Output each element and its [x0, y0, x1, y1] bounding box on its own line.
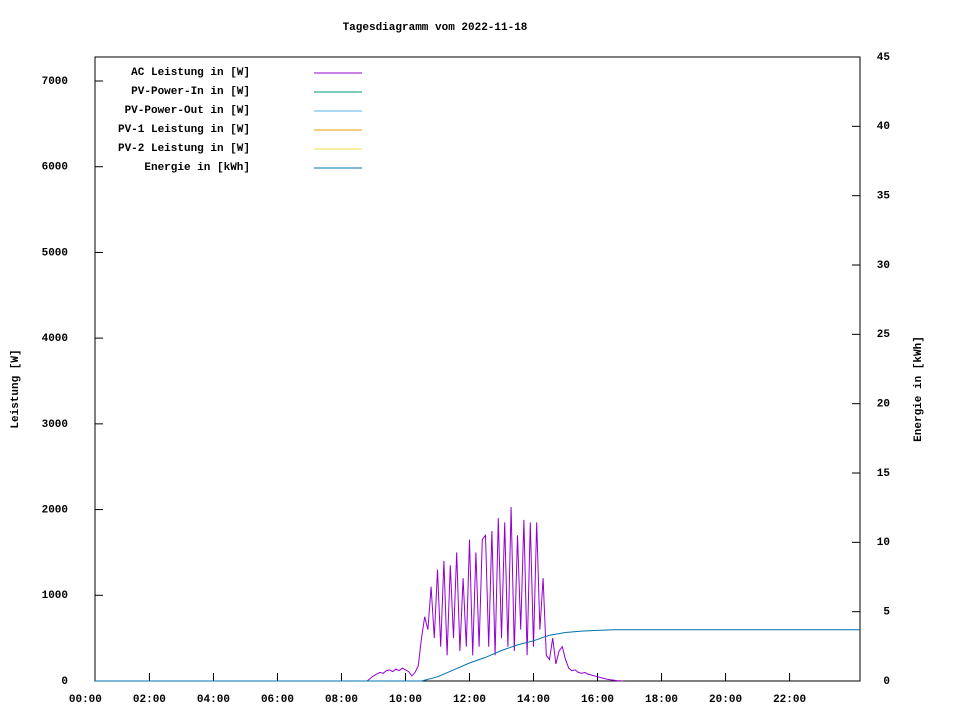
y2-tick-label: 40: [877, 121, 890, 133]
y2-tick-label: 35: [877, 191, 891, 203]
x-tick-label: 22:00: [773, 694, 806, 706]
chart-title: Tagesdiagramm vom 2022-11-18: [343, 22, 528, 34]
y2-tick-label: 45: [877, 52, 891, 64]
y2-tick-label: 5: [883, 607, 890, 619]
y2-axis-label: Energie in [kWh]: [913, 336, 925, 442]
x-tick-label: 12:00: [453, 694, 486, 706]
series-line: [366, 506, 624, 682]
legend-label: AC Leistung in [W]: [131, 67, 250, 79]
y-tick-label: 2000: [42, 504, 68, 516]
y-tick-label: 0: [61, 676, 68, 688]
x-tick-label: 16:00: [581, 694, 614, 706]
y2-tick-label: 25: [877, 329, 891, 341]
y-tick-label: 4000: [42, 333, 68, 345]
x-tick-label: 08:00: [325, 694, 358, 706]
y-axis-label: Leistung [W]: [10, 349, 22, 428]
y-tick-label: 3000: [42, 419, 68, 431]
y2-tick-label: 30: [877, 260, 890, 272]
y-tick-label: 6000: [42, 162, 68, 174]
x-tick-label: 18:00: [645, 694, 678, 706]
x-tick-label: 06:00: [261, 694, 294, 706]
y2-tick-label: 10: [877, 537, 890, 549]
x-tick-label: 10:00: [389, 694, 422, 706]
y-tick-label: 5000: [42, 247, 68, 259]
y2-tick-label: 0: [883, 676, 890, 688]
legend-label: PV-2 Leistung in [W]: [118, 143, 250, 155]
series-line: [95, 629, 860, 682]
x-tick-label: 14:00: [517, 694, 550, 706]
x-tick-label: 02:00: [133, 694, 166, 706]
y-tick-label: 7000: [42, 76, 68, 88]
legend-label: PV-Power-Out in [W]: [125, 105, 250, 117]
legend-label: PV-Power-In in [W]: [131, 86, 250, 98]
x-tick-label: 20:00: [709, 694, 742, 706]
x-tick-label: 04:00: [197, 694, 230, 706]
legend-label: PV-1 Leistung in [W]: [118, 124, 250, 136]
y-tick-label: 1000: [42, 590, 68, 602]
y2-tick-label: 15: [877, 468, 891, 480]
x-tick-label: 00:00: [69, 694, 102, 706]
y2-tick-label: 20: [877, 399, 890, 411]
legend-label: Energie in [kWh]: [144, 162, 250, 174]
plot-frame: [94, 56, 861, 682]
